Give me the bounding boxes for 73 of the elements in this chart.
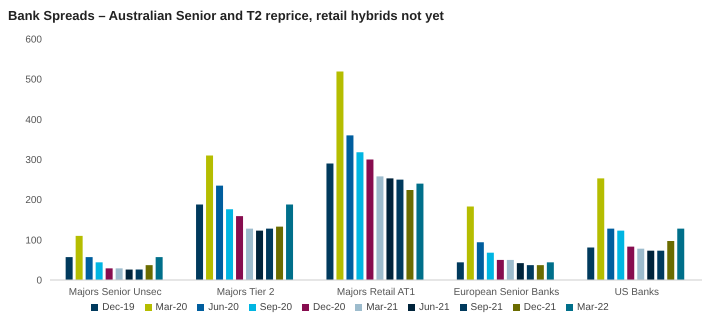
legend-label: Jun-20 xyxy=(208,302,239,313)
bar xyxy=(607,228,614,280)
bar xyxy=(627,246,634,280)
bar xyxy=(336,72,344,280)
bar xyxy=(266,228,274,280)
y-tick-label: 0 xyxy=(36,276,42,287)
legend-label: Dec-19 xyxy=(102,302,135,313)
bar xyxy=(456,262,464,280)
bar xyxy=(406,190,414,280)
bar xyxy=(66,257,73,280)
legend-label: Mar-21 xyxy=(366,302,398,313)
bar xyxy=(326,164,334,280)
bar xyxy=(256,230,264,280)
y-tick-label: 300 xyxy=(25,155,42,166)
bar xyxy=(206,155,214,280)
bar xyxy=(276,226,284,280)
bar xyxy=(667,241,674,280)
bar xyxy=(466,206,474,280)
x-tick-label: Majors Senior Unsec xyxy=(68,287,162,298)
y-tick-label: 100 xyxy=(25,235,42,246)
legend-label: Sep-21 xyxy=(470,302,503,313)
bar xyxy=(136,270,143,280)
x-tick-label: European Senior Banks xyxy=(454,287,560,298)
bar xyxy=(246,228,254,280)
bar xyxy=(96,262,103,280)
bar xyxy=(496,260,504,280)
y-tick-label: 600 xyxy=(25,34,42,46)
bar xyxy=(526,265,534,280)
bar xyxy=(416,184,424,280)
bar xyxy=(366,160,374,280)
x-tick-label: Majors Tier 2 xyxy=(216,287,275,298)
bar xyxy=(376,176,384,280)
bar xyxy=(637,248,644,280)
x-tick-label: Majors Retail AT1 xyxy=(336,287,416,298)
bar xyxy=(86,257,93,280)
legend-label: Dec-20 xyxy=(313,302,346,313)
bar xyxy=(216,186,224,280)
bar xyxy=(346,135,354,280)
bar xyxy=(677,228,684,280)
bar xyxy=(196,204,204,280)
legend-label: Dec-21 xyxy=(524,302,556,313)
bar xyxy=(597,178,604,280)
bar xyxy=(396,180,404,280)
bar xyxy=(126,270,133,280)
legend-label: Mar-22 xyxy=(577,302,609,313)
bar xyxy=(486,252,494,280)
legend-label: Jun-21 xyxy=(418,302,450,313)
chart-title: Bank Spreads – Australian Senior and T2 reprice, retail hybrids not yet xyxy=(8,8,445,23)
bar xyxy=(516,263,524,280)
bar xyxy=(506,260,514,280)
legend-label: Mar-20 xyxy=(156,302,188,313)
bar xyxy=(286,204,294,280)
y-tick-label: 200 xyxy=(25,195,42,206)
bar xyxy=(156,257,163,280)
bar xyxy=(236,216,244,280)
y-tick-label: 500 xyxy=(25,74,42,86)
bar xyxy=(146,265,153,280)
bar xyxy=(536,265,544,280)
bar xyxy=(356,152,364,280)
bar xyxy=(476,242,484,280)
bar xyxy=(76,236,83,280)
bar xyxy=(116,268,123,280)
bar xyxy=(647,250,654,280)
bar xyxy=(226,209,234,280)
bar xyxy=(657,250,664,280)
legend-label: Sep-20 xyxy=(260,302,292,313)
bar xyxy=(587,247,594,280)
bar xyxy=(106,268,113,280)
x-tick-label: US Banks xyxy=(614,287,660,298)
bar xyxy=(617,230,624,280)
y-tick-label: 400 xyxy=(25,114,42,126)
bar xyxy=(546,262,554,280)
bar xyxy=(386,178,394,280)
